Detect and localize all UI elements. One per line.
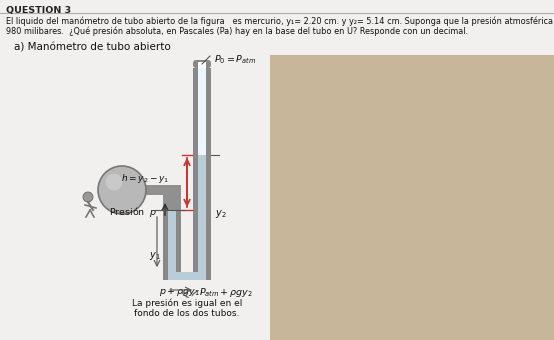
Text: $h = y_2 - y_1$: $h = y_2 - y_1$ <box>121 172 169 185</box>
Bar <box>163 198 168 280</box>
Bar <box>176 198 181 280</box>
Text: La presión es igual en el
fondo de los dos tubos.: La presión es igual en el fondo de los d… <box>132 298 242 318</box>
Text: $y_1$: $y_1$ <box>150 250 161 262</box>
FancyBboxPatch shape <box>193 60 211 68</box>
Circle shape <box>106 174 122 190</box>
Bar <box>270 55 554 340</box>
Bar <box>168 198 176 272</box>
Text: $p + \rho g y_1$: $p + \rho g y_1$ <box>159 286 200 298</box>
Bar <box>163 272 211 280</box>
Bar <box>198 62 206 68</box>
Circle shape <box>98 166 146 214</box>
Text: 980 milibares.  ¿Qué presión absoluta, en Pascales (Pa) hay en la base del tubo : 980 milibares. ¿Qué presión absoluta, en… <box>6 26 468 35</box>
Circle shape <box>83 192 93 202</box>
Bar <box>270 55 554 340</box>
Bar <box>168 272 206 280</box>
Bar <box>168 210 176 272</box>
Text: $y_2$: $y_2$ <box>215 207 227 220</box>
Bar <box>163 185 181 210</box>
Text: $P_0 = P_{atm}$: $P_0 = P_{atm}$ <box>214 54 257 67</box>
Bar <box>198 68 206 155</box>
Bar <box>206 68 211 280</box>
Text: a) Manómetro de tubo abierto: a) Manómetro de tubo abierto <box>14 43 171 53</box>
Bar <box>144 185 164 195</box>
Text: QUESTION 3: QUESTION 3 <box>6 6 71 15</box>
Text: El liquido del manómetro de tubo abierto de la figura   es mercurio, y₁= 2.20 cm: El liquido del manómetro de tubo abierto… <box>6 17 554 27</box>
Bar <box>193 68 198 280</box>
Bar <box>198 68 206 272</box>
Bar <box>198 155 206 272</box>
Bar <box>168 272 206 280</box>
Text: $P_{atm} + \rho g y_2$: $P_{atm} + \rho g y_2$ <box>199 286 253 299</box>
Text: Presión  $p$: Presión $p$ <box>110 205 158 219</box>
